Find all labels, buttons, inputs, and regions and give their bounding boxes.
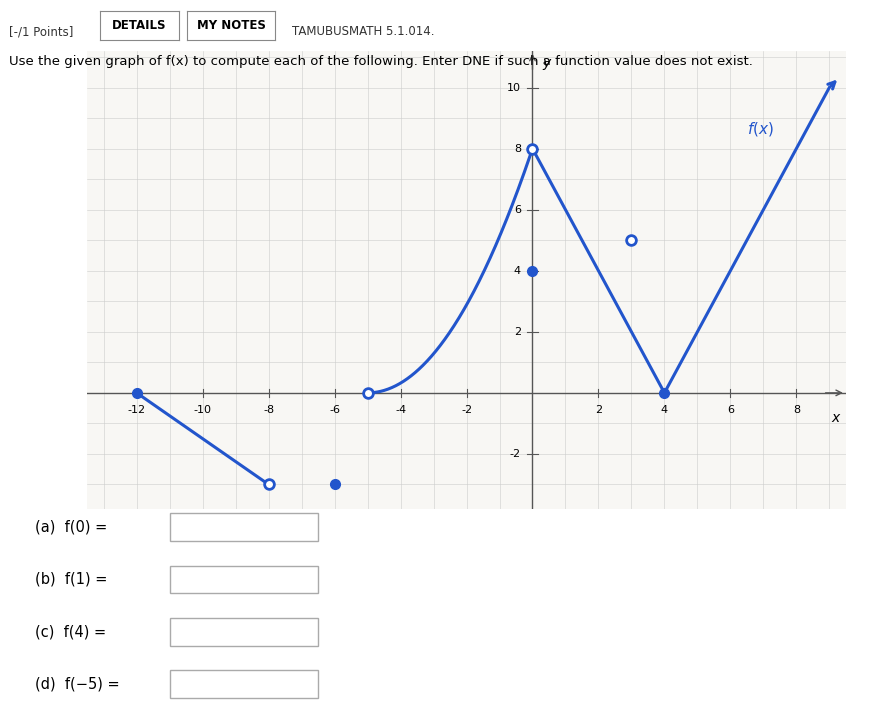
Text: -2: -2: [461, 405, 472, 415]
Text: 8: 8: [793, 405, 800, 415]
Text: 4: 4: [514, 266, 521, 276]
Text: -8: -8: [263, 405, 274, 415]
Text: DETAILS: DETAILS: [112, 19, 167, 32]
Text: -4: -4: [395, 405, 406, 415]
Text: (d)  f(−5) =: (d) f(−5) =: [35, 677, 124, 691]
Text: (a)  f(0) =: (a) f(0) =: [35, 520, 112, 534]
Text: 4: 4: [661, 405, 668, 415]
Text: (b)  f(1) =: (b) f(1) =: [35, 572, 112, 587]
Text: -10: -10: [194, 405, 212, 415]
Text: 6: 6: [514, 205, 521, 214]
Text: $f(x)$: $f(x)$: [747, 120, 773, 138]
Text: $\it{x}$: $\it{x}$: [831, 411, 841, 425]
Text: TAMUBUSMATH 5.1.014.: TAMUBUSMATH 5.1.014.: [292, 25, 434, 39]
Text: Use the given graph of f(x) to compute each of the following. Enter DNE if such : Use the given graph of f(x) to compute e…: [9, 55, 753, 68]
Text: -12: -12: [127, 405, 146, 415]
Text: -6: -6: [329, 405, 340, 415]
Text: 2: 2: [514, 327, 521, 337]
Text: [-/1 Points]: [-/1 Points]: [9, 25, 73, 39]
Text: $\it{y}$: $\it{y}$: [542, 57, 553, 72]
Text: MY NOTES: MY NOTES: [197, 19, 265, 32]
Text: -2: -2: [510, 449, 521, 459]
Text: 2: 2: [595, 405, 602, 415]
Text: 6: 6: [727, 405, 734, 415]
Text: 8: 8: [514, 144, 521, 153]
Text: (c)  f(4) =: (c) f(4) =: [35, 624, 111, 639]
Text: 10: 10: [507, 83, 521, 92]
